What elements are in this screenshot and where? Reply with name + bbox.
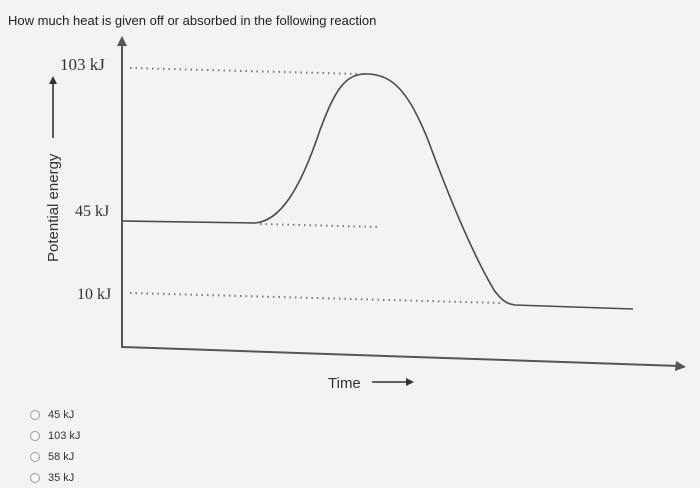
option-35kj[interactable]: 35 kJ <box>30 467 80 488</box>
y-axis-arrow-icon <box>117 36 127 46</box>
label-45kj: 45 kJ <box>75 203 109 220</box>
x-axis <box>121 346 681 367</box>
option-label: 35 kJ <box>48 471 75 484</box>
reactant-dotted-line <box>259 223 381 228</box>
radio-button[interactable] <box>30 409 40 420</box>
radio-button[interactable] <box>30 472 40 483</box>
option-label: 103 kJ <box>48 429 81 442</box>
option-label: 45 kJ <box>48 408 75 421</box>
question-text: How much heat is given off or absorbed i… <box>8 13 377 28</box>
x-axis-arrow-icon <box>675 361 686 371</box>
peak-dotted-line <box>129 67 361 75</box>
option-label: 58 kJ <box>48 450 75 463</box>
label-103kj: 103 kJ <box>60 55 105 74</box>
energy-diagram: 103 kJ 45 kJ 10 kJ Potential energy Time <box>45 36 686 392</box>
option-103kj[interactable]: 103 kJ <box>30 425 80 446</box>
x-axis-title-arrow-icon <box>406 378 414 386</box>
x-axis-label: Time <box>328 375 361 392</box>
label-10kj: 10 kJ <box>77 286 111 303</box>
y-axis-label: Potential energy <box>45 153 62 262</box>
radio-button[interactable] <box>30 451 40 462</box>
y-axis-title-arrow-icon <box>49 76 57 84</box>
y-axis-title: Potential energy <box>45 76 62 262</box>
option-45kj[interactable]: 45 kJ <box>30 404 80 425</box>
answer-options: 45 kJ 103 kJ 58 kJ 35 kJ <box>30 404 80 488</box>
product-dotted-line <box>129 292 501 304</box>
energy-curve <box>121 73 634 310</box>
option-58kj[interactable]: 58 kJ <box>30 446 80 467</box>
radio-button[interactable] <box>30 430 40 441</box>
